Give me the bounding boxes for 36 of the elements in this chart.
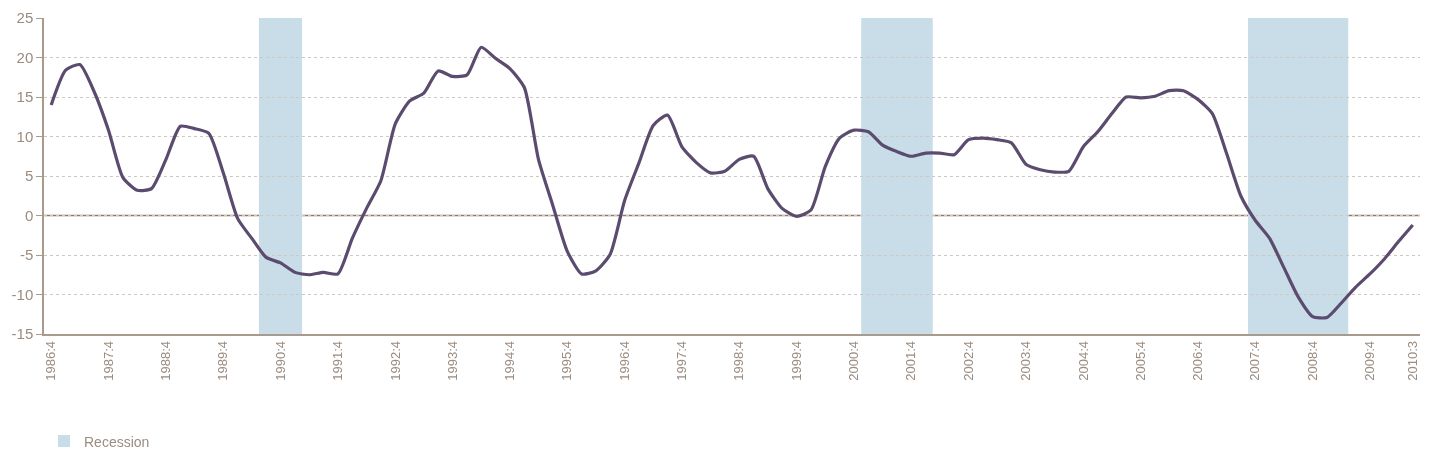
x-tick-label: 1992:4 bbox=[387, 340, 403, 381]
y-tick-label: -15 bbox=[11, 325, 34, 343]
y-tick-label: 20 bbox=[16, 48, 34, 66]
y-tick-label: 25 bbox=[16, 9, 34, 27]
legend-label: Recession bbox=[84, 433, 150, 450]
x-tick-label: 2000:4 bbox=[846, 340, 862, 381]
x-tick-label: 1998:4 bbox=[731, 340, 747, 381]
x-tick-label: 1999:4 bbox=[788, 340, 804, 381]
x-tick-label: 1991:4 bbox=[330, 340, 346, 381]
y-tick-label: -10 bbox=[11, 285, 34, 303]
x-tick-label: 2008:4 bbox=[1304, 340, 1320, 381]
y-tick-label: -5 bbox=[19, 246, 34, 264]
x-tick-label: 2007:4 bbox=[1247, 340, 1263, 381]
x-tick-label: 1995:4 bbox=[559, 340, 575, 381]
x-tick-label: 1987:4 bbox=[100, 340, 116, 381]
x-tick-label: 2001:4 bbox=[903, 340, 919, 381]
x-tick-label: 2009:4 bbox=[1362, 340, 1378, 381]
x-tick-label: 2005:4 bbox=[1132, 340, 1148, 381]
x-tick-label: 1993:4 bbox=[444, 340, 460, 381]
x-tick-label: 1996:4 bbox=[616, 340, 632, 381]
x-tick-label: 1986:4 bbox=[43, 340, 59, 381]
x-tick-label: 1989:4 bbox=[215, 340, 231, 381]
x-tick-label: 1990:4 bbox=[272, 340, 288, 381]
x-tick-label: 2002:4 bbox=[960, 340, 976, 381]
x-tick-label: 2003:4 bbox=[1018, 340, 1034, 381]
x-tick-label: 1988:4 bbox=[158, 340, 174, 381]
line-series bbox=[49, 45, 1415, 320]
y-tick-label: 0 bbox=[24, 206, 34, 224]
x-tick-label: 2004:4 bbox=[1075, 340, 1091, 381]
y-tick-label: 10 bbox=[16, 127, 34, 145]
x-tick-label: 1997:4 bbox=[674, 340, 690, 381]
y-tick-label: 15 bbox=[16, 88, 34, 106]
x-tick-label: 1994:4 bbox=[502, 340, 518, 381]
y-tick-label: 5 bbox=[24, 167, 34, 185]
x-tick-label: 2010:3 bbox=[1405, 340, 1421, 381]
x-tick-label: 2006:4 bbox=[1190, 340, 1206, 381]
